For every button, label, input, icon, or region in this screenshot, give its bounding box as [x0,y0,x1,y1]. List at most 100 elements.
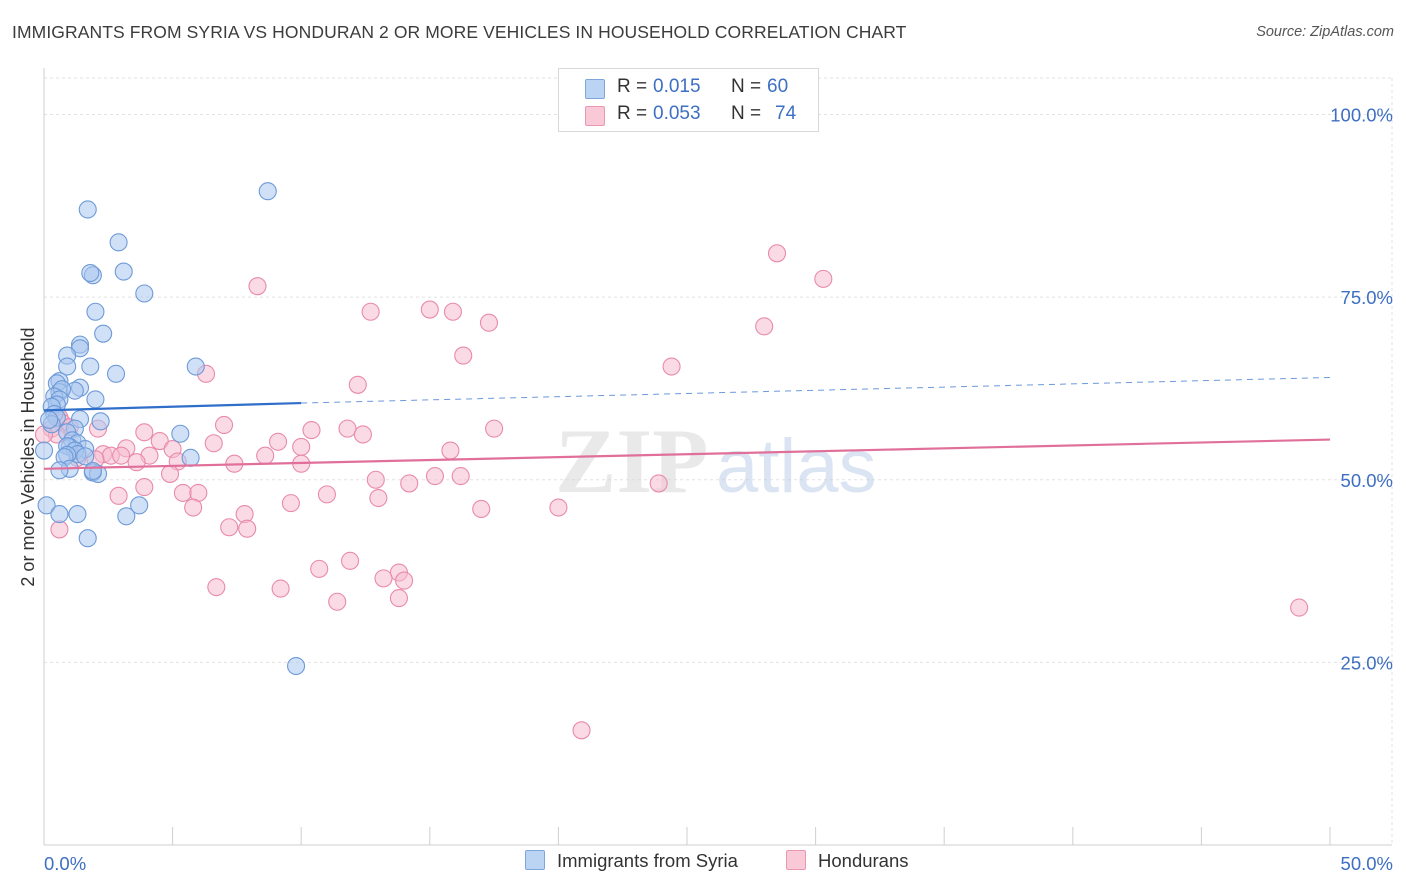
n-label: N = [731,76,762,97]
y-axis-label: 2 or more Vehicles in Household [18,327,38,586]
syria-point [114,262,133,281]
syria-point [181,448,200,467]
y-tick-label: 25.0% [1341,652,1393,673]
honduran-point [549,498,568,517]
syria-point [171,424,190,443]
honduran-point [214,415,234,435]
syria-point [109,233,128,252]
honduran-point [755,317,774,336]
syria-point [50,461,69,480]
x-tick-label: 0.0% [44,853,86,874]
honduran-point [420,300,439,319]
honduran-point [662,357,681,376]
honduran-point [389,589,408,608]
honduran-point [220,518,239,537]
legend-label: Hondurans [818,850,909,871]
syria-point [287,656,306,676]
stats-legend: R = 0.015 N = 60 R = 0.053 N = 74 [558,68,819,132]
r-value: 0.015 [653,76,701,97]
r-label: R = [617,76,648,97]
x-tick-label: 50.0% [1341,853,1393,874]
syria-point [117,507,136,526]
y-tick-label: 100.0% [1330,105,1393,126]
honduran-point [767,244,787,263]
honduran-point [135,423,154,442]
syria-point [91,412,110,431]
honduran-legend-swatch [786,850,806,870]
watermark-zip: ZIP [555,410,708,512]
syria-point [37,496,56,515]
y-tick-label: 75.0% [1341,287,1393,308]
honduran-point [348,375,367,394]
honduran-point [173,483,192,502]
syria-point [78,200,97,219]
syria-point [76,447,95,466]
honduran-points [34,244,1309,740]
honduran-point [127,453,146,472]
syria-trend-extension [301,376,1331,404]
syria-point [130,496,149,515]
honduran-point [269,432,288,451]
honduran-point [204,434,223,453]
honduran-point [341,551,360,570]
syria-point [86,390,105,409]
honduran-point [271,579,290,598]
honduran-point [454,346,473,365]
honduran-point [50,520,69,539]
syria-point [78,529,97,548]
syria-point [34,441,54,460]
honduran-point [112,446,131,465]
syria-legend-swatch [525,850,545,870]
syria-point [81,263,100,283]
syria-point [58,357,77,376]
syria-point [83,461,102,481]
honduran-point [374,569,393,588]
honduran-point [472,499,491,519]
syria-points [34,182,306,676]
syria-point [135,284,154,303]
trend-lines [43,376,1331,470]
honduran-swatch [585,106,605,126]
syria-point [258,182,277,201]
honduran-point [485,419,504,438]
honduran-point [292,437,311,456]
honduran-point [395,571,414,590]
honduran-point [207,578,226,597]
honduran-point [451,467,470,486]
honduran-point [369,488,388,508]
watermark-atlas: atlas [716,424,877,509]
honduran-point [400,474,419,493]
r-value: 0.053 [653,103,701,124]
honduran-point [361,302,380,321]
honduran-point [310,559,329,578]
syria-trend-line [43,401,302,412]
n-value: 74 [775,103,797,124]
n-value: 60 [767,76,789,97]
honduran-point [649,474,668,493]
syria-point [106,364,126,383]
honduran-point [441,441,460,460]
honduran-point [353,425,372,444]
honduran-point [479,313,499,332]
honduran-point [248,277,267,296]
honduran-point [366,470,385,489]
honduran-point [425,467,444,486]
syria-point [50,505,69,524]
honduran-point [238,519,257,538]
honduran-point [109,486,128,505]
source-credit: Source: ZipAtlas.com [1256,24,1394,40]
honduran-point [317,485,336,504]
honduran-point [184,498,203,517]
honduran-point [443,302,462,321]
syria-point [40,410,59,429]
syria-point [94,324,113,343]
syria-point [81,357,100,376]
syria-point [86,302,105,321]
honduran-point [302,421,321,440]
honduran-point [160,464,180,483]
honduran-point [328,592,347,611]
honduran-point [135,478,154,497]
legend-label: Immigrants from Syria [557,850,738,871]
r-label: R = [617,103,648,124]
